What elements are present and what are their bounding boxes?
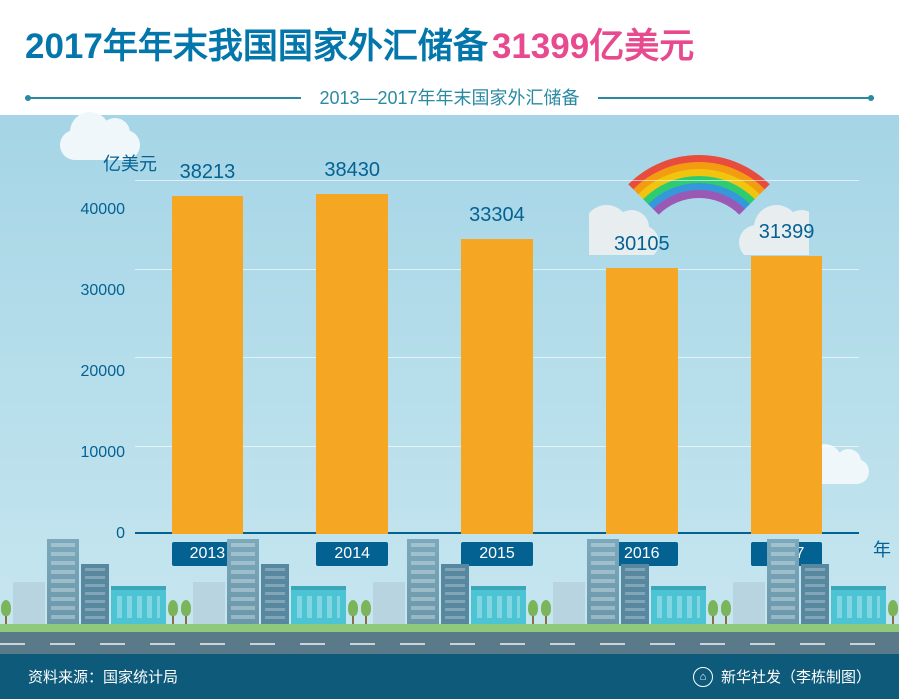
- building: [651, 586, 706, 624]
- tree-icon: [541, 600, 551, 624]
- building: [47, 539, 79, 624]
- footer-credit-group: ⌂ 新华社发（李栋制图）: [693, 666, 871, 687]
- bar-value-label: 38430: [324, 159, 380, 182]
- footer-credit: 新华社发（李栋制图）: [721, 666, 871, 687]
- title: 2017年年末我国国家外汇储备 31399亿美元: [25, 18, 874, 69]
- building: [441, 564, 469, 624]
- tree-icon: [168, 600, 178, 624]
- building: [111, 586, 166, 624]
- tree-icon: [181, 600, 191, 624]
- y-axis-label: 亿美元: [103, 150, 157, 176]
- bar: [316, 194, 388, 534]
- bar: [606, 268, 678, 534]
- infographic-container: 2017年年末我国国家外汇储备 31399亿美元 2013—2017年年末国家外…: [0, 0, 899, 699]
- bar: [172, 196, 244, 534]
- subtitle-text: 2013—2017年年末国家外汇储备: [301, 84, 597, 110]
- building: [373, 582, 405, 624]
- building: [587, 539, 619, 624]
- y-tick: 30000: [81, 282, 126, 300]
- chart-area: 亿美元 010000200003000040000 38213384303330…: [0, 115, 899, 654]
- bar-group: 33304: [432, 180, 562, 534]
- building: [407, 539, 439, 624]
- bar-group: 31399: [721, 180, 851, 534]
- building: [733, 582, 765, 624]
- footer: 资料来源：国家统计局 ⌂ 新华社发（李栋制图）: [0, 654, 899, 699]
- header: 2017年年末我国国家外汇储备 31399亿美元 2013—2017年年末国家外…: [0, 0, 899, 132]
- grass: [0, 624, 899, 632]
- building-cluster: [361, 539, 538, 624]
- tree-icon: [348, 600, 358, 624]
- road: [0, 632, 899, 654]
- building: [801, 564, 829, 624]
- bar-group: 38213: [142, 180, 272, 534]
- xinhua-logo-icon: ⌂: [693, 667, 713, 687]
- building: [767, 539, 799, 624]
- bar-value-label: 31399: [759, 221, 815, 244]
- y-tick: 40000: [81, 201, 126, 219]
- bar-value-label: 33304: [469, 204, 525, 227]
- building: [553, 582, 585, 624]
- title-highlight: 31399亿美元: [492, 18, 694, 69]
- building: [621, 564, 649, 624]
- bar: [461, 239, 533, 534]
- footer-source: 资料来源：国家统计局: [28, 666, 178, 687]
- bar-group: 30105: [577, 180, 707, 534]
- building: [193, 582, 225, 624]
- building: [831, 586, 886, 624]
- bar: [751, 256, 823, 534]
- building: [291, 586, 346, 624]
- tree-icon: [888, 600, 898, 624]
- building-cluster: [181, 539, 358, 624]
- tree-icon: [1, 600, 11, 624]
- building: [261, 564, 289, 624]
- tree-icon: [361, 600, 371, 624]
- bar-value-label: 38213: [180, 161, 236, 184]
- bar-value-label: 30105: [614, 233, 670, 256]
- building: [227, 539, 259, 624]
- tree-icon: [708, 600, 718, 624]
- subtitle-bar: 2013—2017年年末国家外汇储备: [25, 87, 874, 107]
- building: [13, 582, 45, 624]
- building: [471, 586, 526, 624]
- buildings-decoration: [0, 524, 899, 654]
- title-main: 2017年年末我国国家外汇储备: [25, 18, 488, 69]
- building-cluster: [541, 539, 718, 624]
- tree-icon: [721, 600, 731, 624]
- building-cluster: [721, 539, 898, 624]
- y-tick: 20000: [81, 363, 126, 381]
- y-axis: 010000200003000040000: [75, 180, 135, 534]
- building: [81, 564, 109, 624]
- bars-container: 3821338430 33304 30105 31399: [135, 180, 859, 534]
- tree-icon: [528, 600, 538, 624]
- y-tick: 10000: [81, 444, 126, 462]
- building-cluster: [1, 539, 178, 624]
- bar-group: 38430: [287, 180, 417, 534]
- chart: 亿美元 010000200003000040000 38213384303330…: [75, 150, 859, 534]
